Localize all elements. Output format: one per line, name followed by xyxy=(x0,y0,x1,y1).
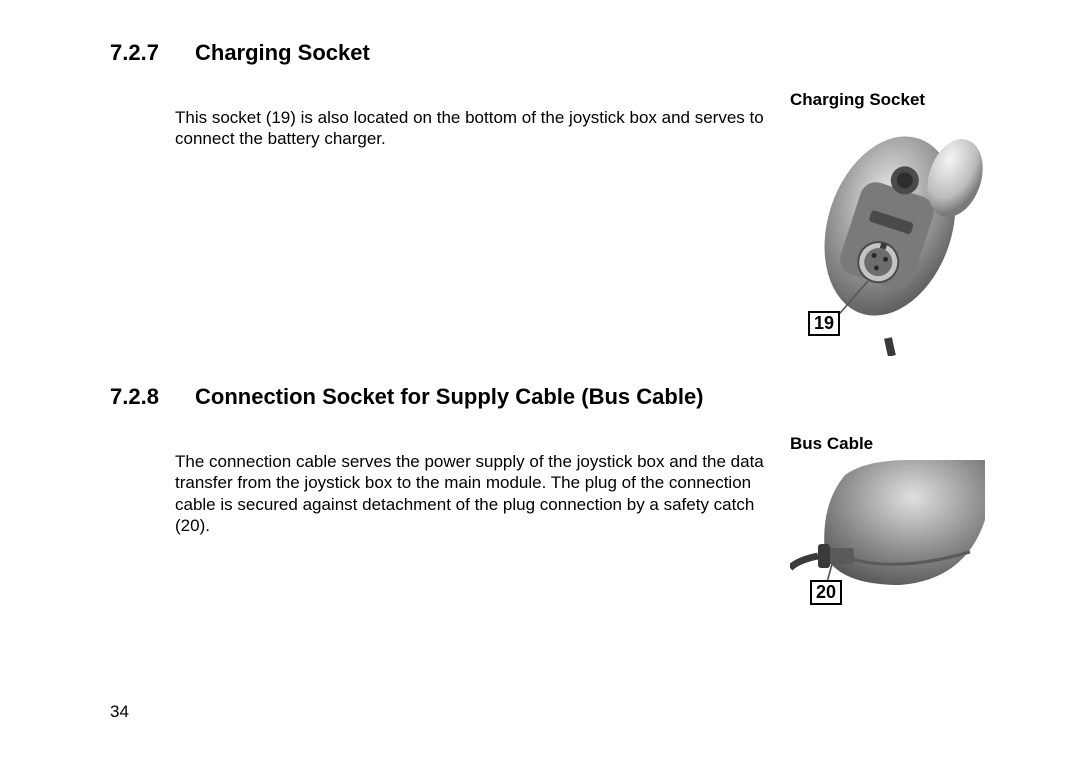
figure-column-727: Charging Socket xyxy=(790,90,990,356)
section-block-727: This socket (19) is also located on the … xyxy=(110,90,990,356)
figure-bus-cable: 20 xyxy=(790,460,985,620)
page-number: 34 xyxy=(110,702,129,722)
callout-20: 20 xyxy=(810,580,842,605)
section-block-728: The connection cable serves the power su… xyxy=(110,434,990,620)
figure-caption-728: Bus Cable xyxy=(790,434,990,454)
body-column-727: This socket (19) is also located on the … xyxy=(110,90,790,356)
section-heading-727: 7.2.7 Charging Socket xyxy=(110,40,990,66)
section-heading-728: 7.2.8 Connection Socket for Supply Cable… xyxy=(110,384,990,410)
section-title: Connection Socket for Supply Cable (Bus … xyxy=(195,384,704,410)
figure-caption-727: Charging Socket xyxy=(790,90,990,110)
section-number: 7.2.8 xyxy=(110,384,195,410)
body-column-728: The connection cable serves the power su… xyxy=(110,434,790,620)
section-title: Charging Socket xyxy=(195,40,370,66)
body-text-728: The connection cable serves the power su… xyxy=(175,451,778,536)
figure-charging-socket: 19 xyxy=(790,116,985,356)
document-page: 7.2.7 Charging Socket This socket (19) i… xyxy=(0,0,1080,762)
callout-19: 19 xyxy=(808,311,840,336)
section-number: 7.2.7 xyxy=(110,40,195,66)
figure-column-728: Bus Cable xyxy=(790,434,990,620)
body-text-727: This socket (19) is also located on the … xyxy=(175,107,778,150)
